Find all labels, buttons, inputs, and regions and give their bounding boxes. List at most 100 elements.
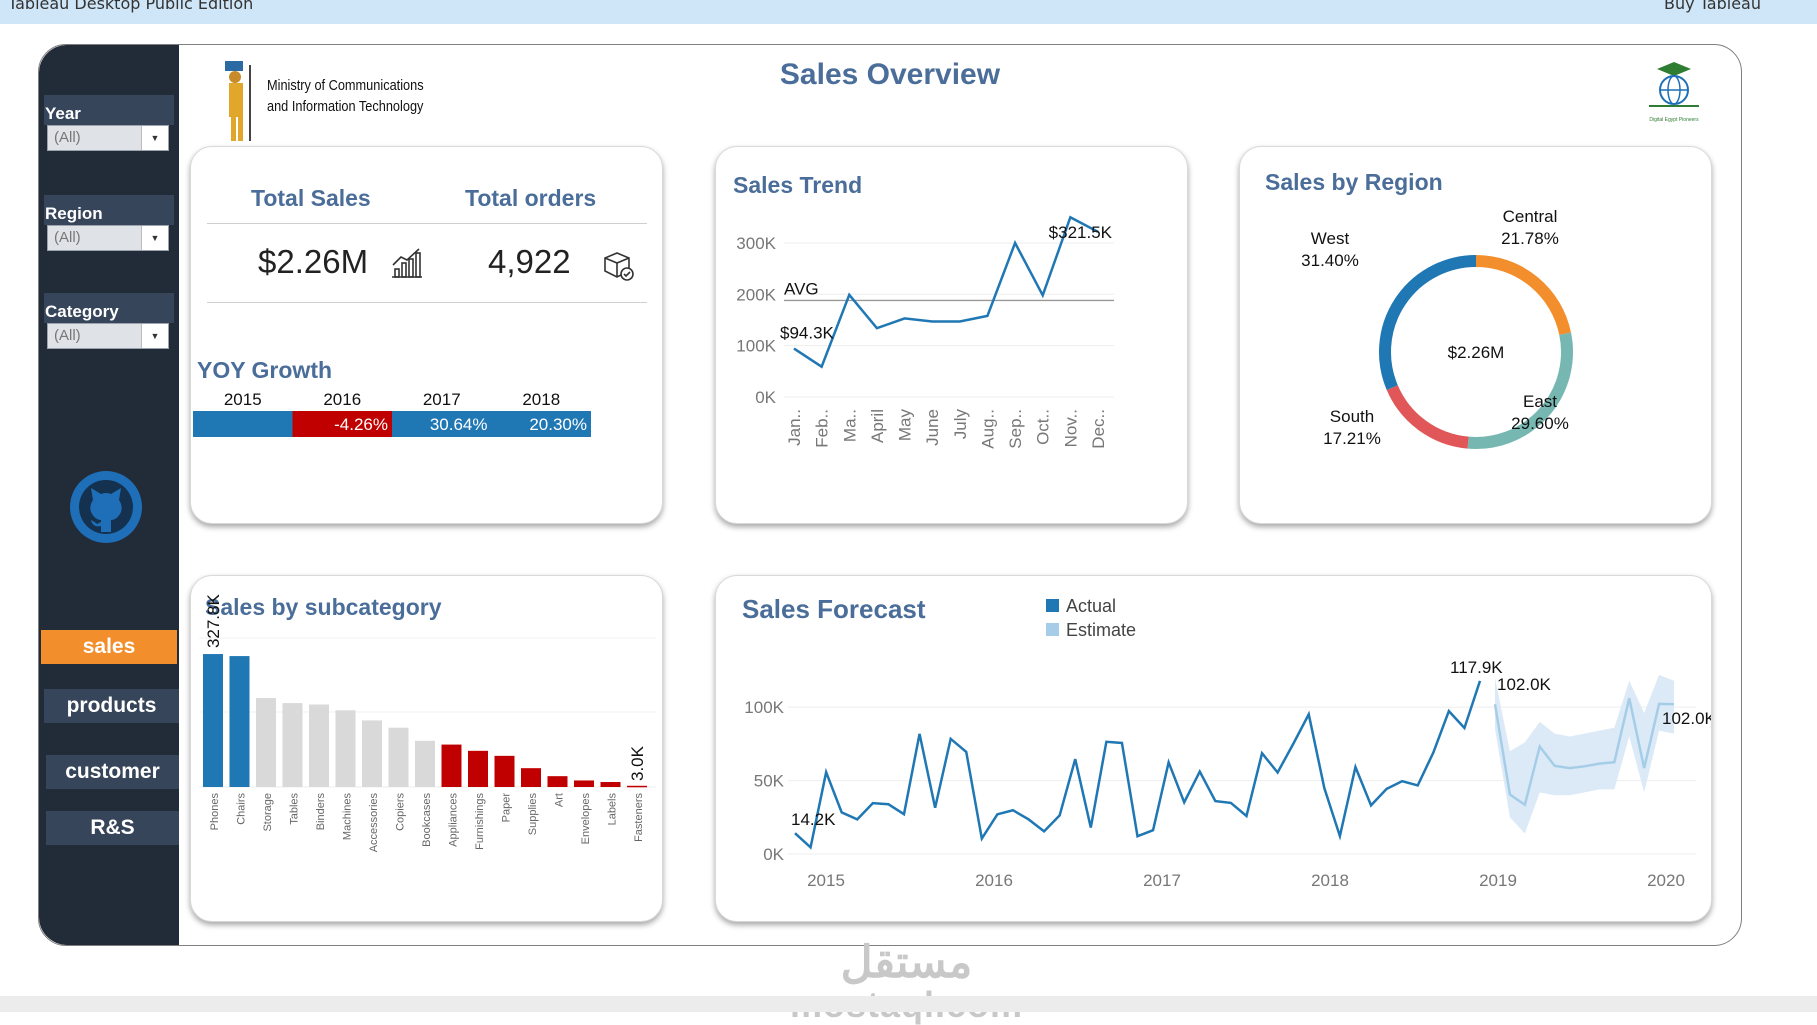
- pioneers-logo-text: Digital Egypt Pioneers: [1639, 117, 1709, 123]
- x-tick-label: 2018: [1311, 871, 1349, 890]
- nav-rs-button[interactable]: R&S: [46, 811, 179, 845]
- x-tick-label: July: [951, 409, 970, 440]
- x-tick-label: Sep..: [1006, 409, 1025, 449]
- buy-tableau-link[interactable]: Buy Tableau: [1664, 0, 1761, 13]
- subcategory-bar: [256, 698, 276, 787]
- x-tick-label: Oct..: [1034, 409, 1053, 445]
- x-tick-label: Machines: [342, 793, 354, 841]
- x-tick-label: Furnishings: [474, 793, 486, 850]
- filter-region-label: Region: [44, 195, 174, 225]
- region-label-east: East: [1523, 392, 1557, 411]
- subcategory-bar: [495, 756, 515, 787]
- x-tick-label: Chairs: [236, 793, 248, 825]
- start-label: 14.2K: [791, 810, 836, 829]
- app-title: Tableau Desktop Public Edition: [8, 0, 253, 13]
- average-label: AVG: [784, 279, 819, 298]
- x-tick-label: Binders: [315, 793, 327, 831]
- x-tick-label: Fasteners: [633, 793, 645, 842]
- x-tick-label: Appliances: [448, 793, 460, 847]
- ministry-line2: and Information Technology: [267, 96, 424, 117]
- subcategory-bar: [574, 780, 594, 787]
- filter-year-label: Year: [44, 95, 174, 125]
- x-tick-label: Aug..: [978, 409, 997, 449]
- x-tick-label: Dec..: [1089, 409, 1108, 449]
- x-tick-label: Copiers: [395, 793, 407, 831]
- region-pct-west: 31.40%: [1301, 251, 1359, 270]
- subcategory-bar: [203, 654, 223, 787]
- dashboard-frame: Year (All) ▼ Region (All) ▼ Category (Al…: [38, 44, 1742, 946]
- x-tick-label: June: [923, 409, 942, 446]
- pioneers-logo: Digital Egypt Pioneers: [1639, 60, 1709, 120]
- yoy-year-label: 2015: [224, 390, 262, 409]
- subcategory-bar: [521, 768, 541, 787]
- region-slice-south: [1392, 388, 1468, 443]
- subcategory-bar: [601, 782, 621, 787]
- x-tick-label: Tables: [289, 793, 301, 825]
- subcategory-bar: [362, 720, 382, 787]
- total-orders-label: Total orders: [465, 185, 596, 212]
- sidebar: Year (All) ▼ Region (All) ▼ Category (Al…: [39, 45, 179, 945]
- y-tick-label: 0K: [763, 845, 784, 864]
- nav-sales-button[interactable]: sales: [41, 630, 177, 664]
- yoy-year-label: 2017: [423, 390, 461, 409]
- bar-chart-icon: [391, 247, 423, 279]
- divider: [207, 302, 647, 303]
- max-bar-label: 327.8K: [204, 594, 223, 649]
- nav-products-button[interactable]: products: [44, 689, 179, 723]
- filter-category-label: Category: [44, 293, 174, 323]
- region-pct-central: 21.78%: [1501, 229, 1559, 248]
- x-tick-label: 2017: [1143, 871, 1181, 890]
- total-orders-value: 4,922: [488, 243, 571, 281]
- github-icon[interactable]: [69, 470, 143, 544]
- region-slice-west: [1385, 261, 1476, 388]
- x-tick-label: 2016: [975, 871, 1013, 890]
- yoy-value-label: -4.26%: [334, 415, 388, 434]
- actual-line: [795, 681, 1480, 848]
- x-tick-label: Storage: [262, 793, 274, 832]
- x-tick-label: 2019: [1479, 871, 1517, 890]
- watermark-arabic: مستقل: [790, 940, 1023, 986]
- filter-year-select[interactable]: (All) ▼: [47, 125, 169, 151]
- x-tick-label: Envelopes: [580, 793, 592, 845]
- nav-sales-label: sales: [83, 635, 136, 658]
- chevron-down-icon[interactable]: ▼: [141, 226, 168, 250]
- yoy-year-label: 2016: [323, 390, 361, 409]
- region-label-central: Central: [1503, 207, 1558, 226]
- total-sales-value: $2.26M: [258, 243, 368, 281]
- yoy-cell: [193, 411, 293, 437]
- kpi-card: Total Sales Total orders $2.26M 4,922 YO…: [190, 146, 663, 524]
- x-tick-label: Feb..: [813, 409, 832, 448]
- divider: [207, 223, 647, 224]
- subcategory-bar: [415, 741, 435, 787]
- x-tick-label: Jan..: [785, 409, 804, 446]
- x-tick-label: Nov..: [1061, 409, 1080, 447]
- donut-center-label: $2.26M: [1448, 343, 1505, 362]
- filter-region-select[interactable]: (All) ▼: [47, 225, 169, 251]
- y-tick-label: 50K: [754, 772, 785, 791]
- app-title-bar: Tableau Desktop Public Edition Buy Table…: [0, 0, 1817, 24]
- subcategory-bar: [627, 786, 647, 788]
- min-bar-label: 3.0K: [628, 745, 647, 781]
- subcategory-bar: [468, 751, 488, 787]
- graduation-globe-icon: [1639, 60, 1709, 112]
- yoy-year-label: 2018: [522, 390, 560, 409]
- nav-products-label: products: [67, 694, 157, 717]
- yoy-value-label: 30.64%: [430, 415, 488, 434]
- x-tick-label: April: [868, 409, 887, 443]
- filter-region-value: (All): [54, 229, 81, 246]
- region-pct-east: 29.60%: [1511, 414, 1569, 433]
- sales-trend-chart: 0K100K200K300KAVG$94.3K$321.5KJan..Feb..…: [716, 147, 1187, 523]
- filter-category-select[interactable]: (All) ▼: [47, 323, 169, 349]
- status-bar: [0, 996, 1817, 1012]
- nav-customer-button[interactable]: customer: [46, 755, 179, 789]
- subcategory-bar: [389, 728, 409, 787]
- subcategory-bar: [230, 656, 250, 787]
- chevron-down-icon[interactable]: ▼: [141, 126, 168, 150]
- subcategory-bar: [442, 745, 462, 787]
- subcategory-bar: [283, 703, 303, 787]
- chevron-down-icon[interactable]: ▼: [141, 324, 168, 348]
- first-estimate-label: 102.0K: [1497, 675, 1552, 694]
- nav-customer-label: customer: [65, 760, 160, 783]
